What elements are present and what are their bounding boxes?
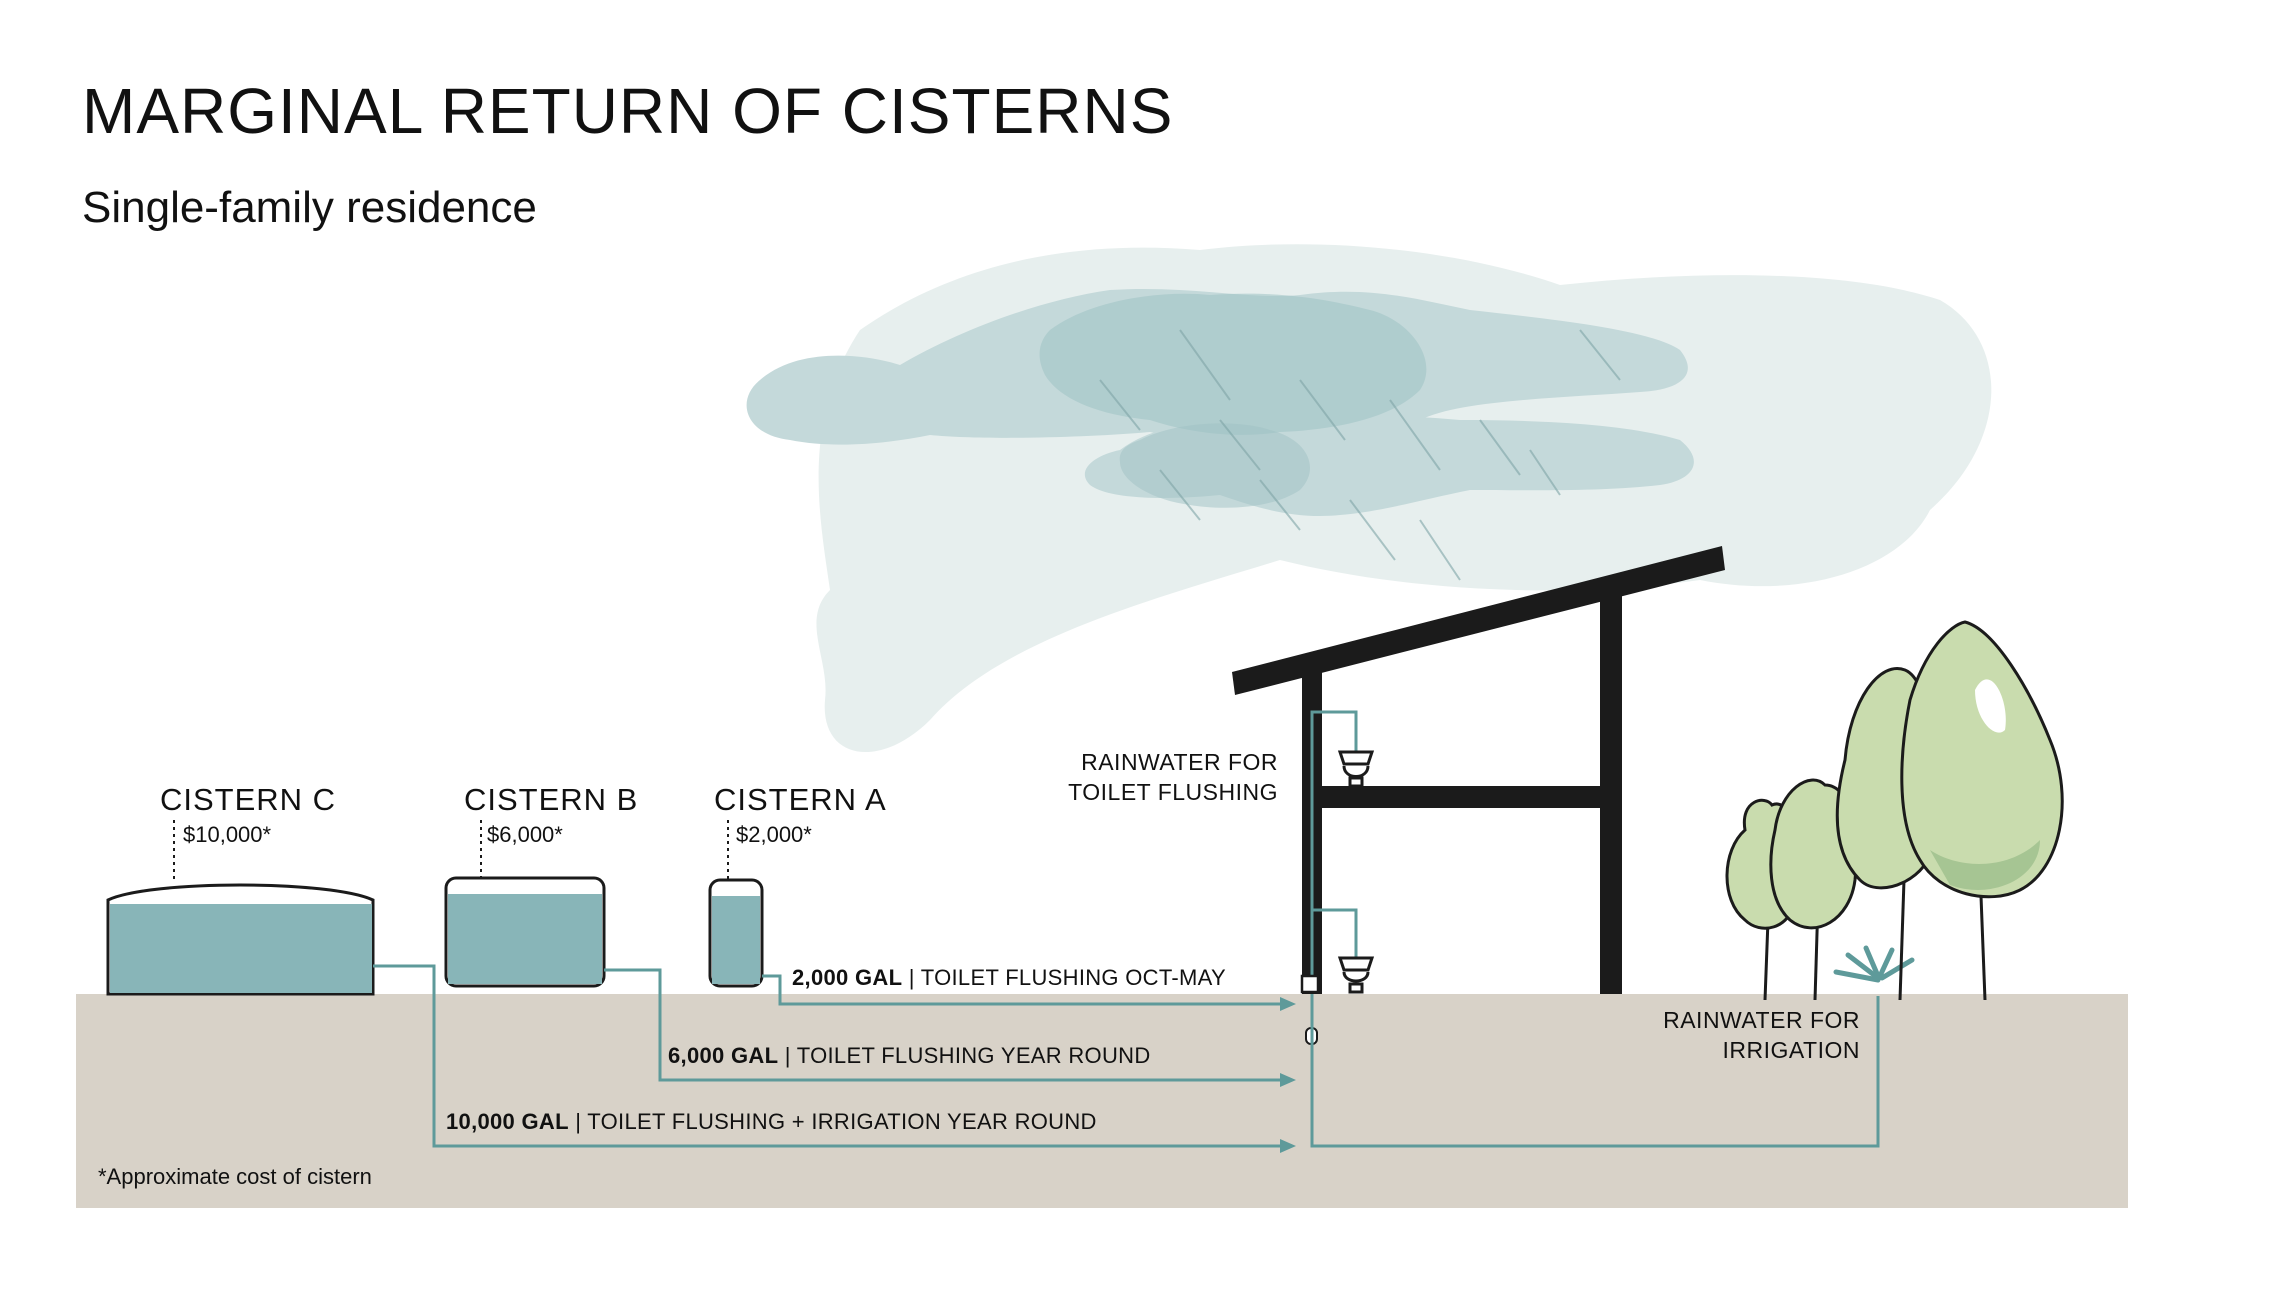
supply-pipes <box>373 964 1880 1148</box>
page-subtitle: Single-family residence <box>82 183 537 232</box>
cistern-b-label: CISTERN B <box>464 782 639 817</box>
irrigation-label-line-2: IRRIGATION <box>1722 1037 1860 1063</box>
toilet-plumbing <box>1310 710 1358 984</box>
toilet-label-line-2: TOILET FLUSHING <box>1068 779 1278 805</box>
cistern-a-label: CISTERN A <box>714 782 887 817</box>
cistern-a-tank <box>708 878 764 988</box>
cistern-a-cost: $2,000* <box>736 822 812 847</box>
flow-6000-amount: 6,000 GAL <box>668 1043 779 1068</box>
ground <box>76 994 2128 1208</box>
flow-2000-label: 2,000 GAL | TOILET FLUSHING OCT-MAY <box>792 965 1226 990</box>
toilet-icon-upper <box>1337 750 1375 788</box>
page-title: MARGINAL RETURN OF CISTERNS <box>82 75 1174 147</box>
valve-box <box>1300 974 1320 994</box>
rain-cloud <box>746 244 1992 753</box>
house-structure <box>1232 546 1725 994</box>
toilet-icon-lower <box>1337 956 1375 994</box>
irrigation-label: RAINWATER FOR IRRIGATION <box>1620 1005 1860 1065</box>
flow-10000-use: TOILET FLUSHING + IRRIGATION YEAR ROUND <box>587 1109 1097 1134</box>
flow-2000-amount: 2,000 GAL <box>792 965 903 990</box>
toilet-flushing-label: RAINWATER FOR TOILET FLUSHING <box>1040 747 1278 807</box>
toilet-label-line-1: RAINWATER FOR <box>1081 749 1278 775</box>
irrigation-label-line-1: RAINWATER FOR <box>1663 1007 1860 1033</box>
cistern-b-tank <box>444 876 606 988</box>
flow-10000-label: 10,000 GAL | TOILET FLUSHING + IRRIGATIO… <box>446 1109 1097 1134</box>
flow-2000-use: TOILET FLUSHING OCT-MAY <box>920 965 1226 990</box>
flow-10000-amount: 10,000 GAL <box>446 1109 569 1134</box>
cistern-c-tank <box>106 883 375 996</box>
cistern-c-cost: $10,000* <box>183 822 272 847</box>
cistern-b-cost: $6,000* <box>487 822 563 847</box>
trees <box>1725 620 2064 1001</box>
footnote: *Approximate cost of cistern <box>98 1164 372 1189</box>
sprinkler-icon <box>1833 945 1915 983</box>
flow-6000-use: TOILET FLUSHING YEAR ROUND <box>796 1043 1151 1068</box>
cistern-c-label: CISTERN C <box>160 782 337 817</box>
flow-6000-label: 6,000 GAL | TOILET FLUSHING YEAR ROUND <box>668 1043 1151 1068</box>
